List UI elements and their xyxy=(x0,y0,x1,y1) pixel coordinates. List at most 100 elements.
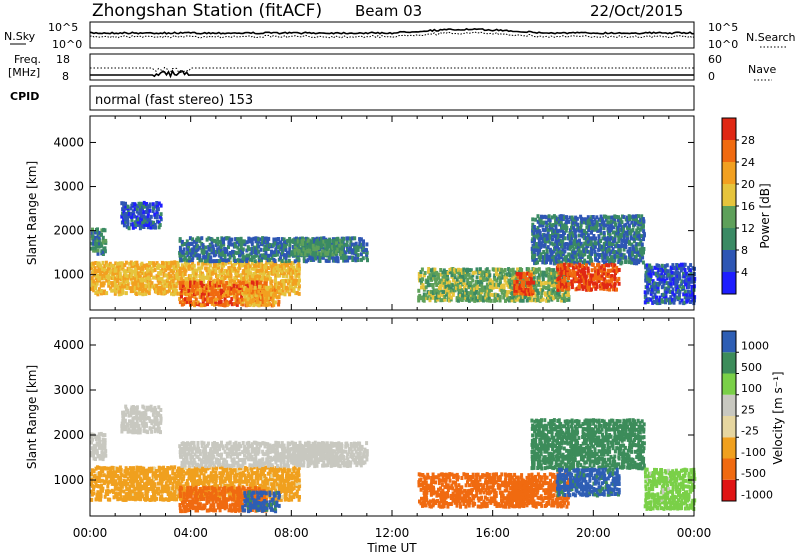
heatmap-cell xyxy=(294,241,298,246)
heatmap-cell xyxy=(523,295,527,299)
heatmap-cell xyxy=(255,269,259,274)
heatmap-cell xyxy=(601,249,605,254)
heatmap-cell xyxy=(333,241,337,246)
heatmap-cell xyxy=(438,278,442,283)
heatmap-cell xyxy=(462,293,466,298)
heatmap-cell xyxy=(569,228,572,233)
heatmap-cell xyxy=(545,252,549,257)
heatmap-cell xyxy=(289,284,293,289)
heatmap-cell xyxy=(132,484,136,489)
heatmap-cell xyxy=(148,263,151,268)
heatmap-cell xyxy=(117,286,120,291)
heatmap-cell xyxy=(480,280,484,285)
heatmap-cell xyxy=(561,225,565,230)
heatmap-cell xyxy=(534,270,538,275)
velocity-heatmap xyxy=(90,404,697,514)
heatmap-cell xyxy=(345,242,349,247)
heatmap-cell xyxy=(128,487,131,492)
heatmap-cell xyxy=(153,204,157,209)
heatmap-cell xyxy=(661,276,665,281)
heatmap-cell xyxy=(511,273,515,278)
heatmap-cell xyxy=(129,479,133,484)
heatmap-cell xyxy=(579,284,583,289)
heatmap-cell xyxy=(548,272,552,277)
heatmap-cell xyxy=(108,270,112,275)
heatmap-cell xyxy=(209,245,213,250)
heatmap-cell xyxy=(238,262,241,267)
heatmap-cell xyxy=(656,270,660,275)
heatmap-cell xyxy=(274,241,278,246)
heatmap-cell xyxy=(137,487,141,492)
heatmap-cell xyxy=(194,482,198,487)
heatmap-cell xyxy=(601,255,605,260)
heatmap-cell xyxy=(219,257,223,262)
heatmap-cell xyxy=(169,263,173,268)
heatmap-cell xyxy=(145,484,148,489)
heatmap-cell xyxy=(669,290,673,294)
heatmap-cell xyxy=(139,465,143,470)
heatmap-cell xyxy=(271,250,275,255)
heatmap-cell xyxy=(565,254,569,259)
heatmap-cell xyxy=(609,276,613,281)
heatmap-cell xyxy=(256,283,260,288)
heatmap-cell xyxy=(511,290,515,295)
heatmap-cell xyxy=(588,223,592,228)
heatmap-cell xyxy=(604,271,608,276)
heatmap-cell xyxy=(261,263,265,268)
heatmap-cell xyxy=(551,228,555,233)
heatmap-cell xyxy=(543,220,547,225)
heatmap-cell xyxy=(157,481,160,486)
heatmap-cell xyxy=(444,270,448,274)
heatmap-cell xyxy=(153,222,157,227)
heatmap-cell xyxy=(253,259,257,264)
heatmap-cell xyxy=(124,471,128,476)
heatmap-cell xyxy=(611,230,615,235)
heatmap-cell xyxy=(237,297,241,302)
heatmap-cell xyxy=(110,281,114,286)
heatmap-cell xyxy=(148,222,152,227)
heatmap-cell xyxy=(613,220,617,225)
heatmap-cell xyxy=(291,252,295,257)
heatmap-cell xyxy=(475,267,479,272)
heatmap-cell xyxy=(141,292,145,297)
heatmap-cell xyxy=(202,253,206,258)
heatmap-cell xyxy=(338,238,342,243)
heatmap-cell xyxy=(159,212,163,217)
heatmap-cell xyxy=(97,289,101,294)
heatmap-cell xyxy=(541,297,545,302)
heatmap-cell xyxy=(660,263,664,268)
heatmap-cell xyxy=(290,264,293,268)
heatmap-cell xyxy=(358,237,362,242)
heatmap-cell xyxy=(543,244,547,249)
heatmap-cell xyxy=(230,278,234,283)
heatmap-cell xyxy=(126,219,130,224)
heatmap-cell xyxy=(217,239,221,244)
heatmap-cell xyxy=(546,290,550,295)
heatmap-cell xyxy=(505,275,509,280)
heatmap-cell xyxy=(194,469,198,474)
heatmap-cell xyxy=(634,255,638,259)
heatmap-cell xyxy=(134,263,138,268)
heatmap-cell xyxy=(103,274,107,279)
heatmap-cell xyxy=(98,244,102,249)
heatmap-cell xyxy=(435,277,439,282)
heatmap-cell xyxy=(247,269,251,274)
heatmap-cell xyxy=(300,236,304,241)
nave-series xyxy=(90,66,694,74)
heatmap-cell xyxy=(120,201,124,206)
heatmap-cell xyxy=(124,481,128,486)
heatmap-cell xyxy=(680,298,684,303)
heatmap-cell xyxy=(613,214,617,219)
heatmap-cell xyxy=(139,212,143,217)
heatmap-cell xyxy=(586,260,590,265)
heatmap-cell xyxy=(146,481,150,486)
heatmap-cell xyxy=(270,260,274,265)
heatmap-cell xyxy=(185,281,189,286)
heatmap-cell xyxy=(275,290,279,295)
heatmap-cell xyxy=(311,255,315,260)
heatmap-cell xyxy=(236,300,240,305)
heatmap-cell xyxy=(180,276,184,281)
heatmap-cell xyxy=(124,466,128,471)
heatmap-cell xyxy=(602,264,606,269)
heatmap-cell xyxy=(257,294,261,299)
